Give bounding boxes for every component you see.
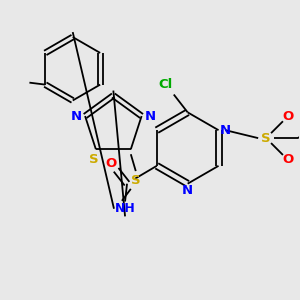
Text: O: O bbox=[106, 158, 117, 170]
Text: Cl: Cl bbox=[159, 78, 173, 91]
Text: O: O bbox=[282, 153, 293, 167]
Text: N: N bbox=[182, 184, 193, 197]
Text: N: N bbox=[220, 124, 231, 137]
Text: O: O bbox=[282, 110, 293, 123]
Text: S: S bbox=[89, 153, 99, 166]
Text: N: N bbox=[70, 110, 82, 122]
Text: N: N bbox=[145, 110, 156, 122]
Text: S: S bbox=[131, 175, 141, 188]
Text: S: S bbox=[261, 132, 271, 145]
Text: NH: NH bbox=[115, 202, 135, 215]
